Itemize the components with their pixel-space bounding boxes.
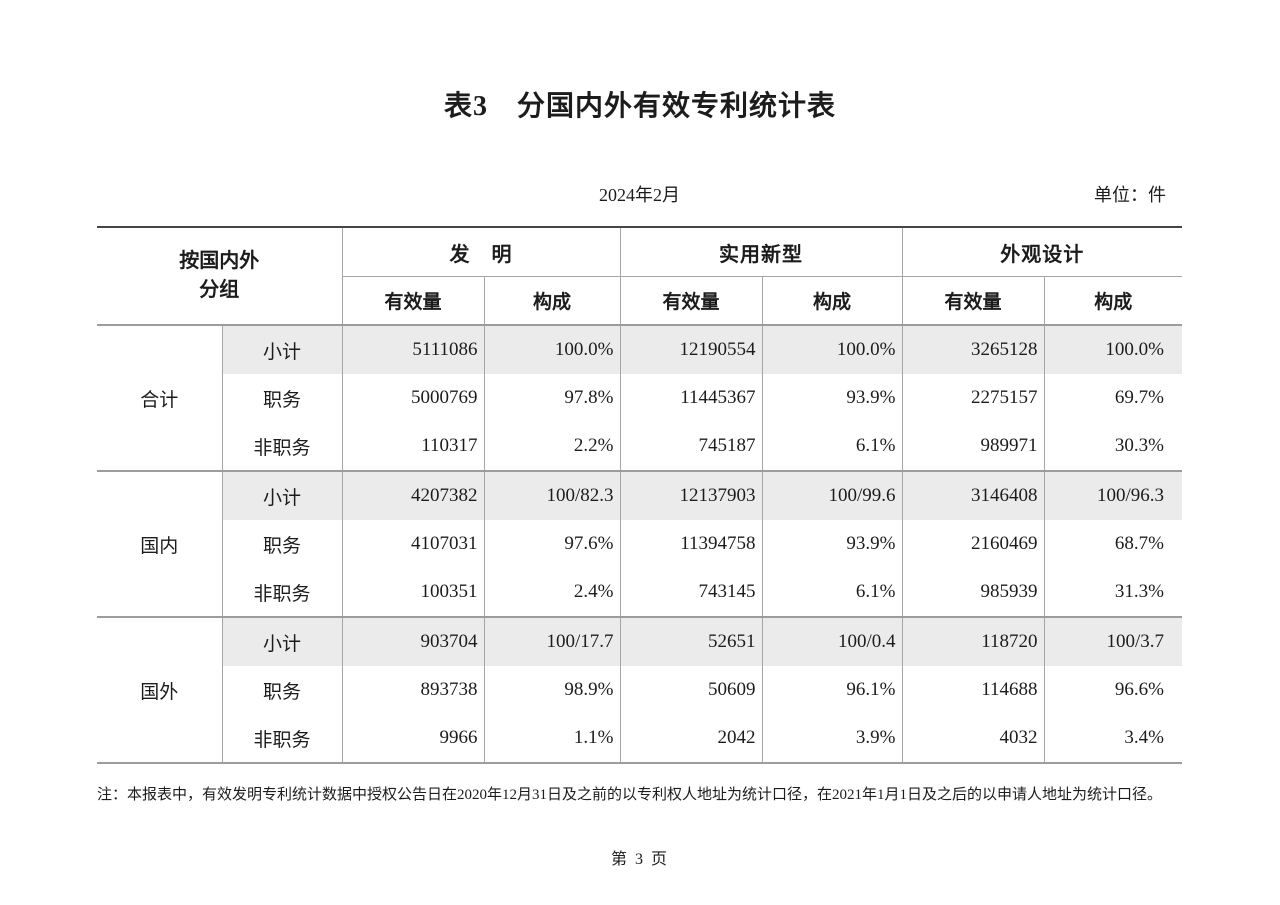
- value-cell: 2042: [619, 714, 762, 764]
- header-section-utility-model: 实用新型: [619, 227, 902, 277]
- value-cell: 100/82.3: [483, 471, 620, 520]
- value-cell: 989971: [901, 422, 1044, 472]
- header-group-column: 按国内外 分组: [97, 227, 343, 326]
- header-row-subcolumns: 有效量 构成 有效量 构成 有效量 构成: [97, 276, 1182, 326]
- value-cell: 745187: [619, 422, 762, 472]
- value-cell: 52651: [619, 617, 762, 666]
- value-cell: 2160469: [901, 520, 1044, 568]
- value-cell: 100.0%: [761, 325, 902, 374]
- header-invention-valid-count: 有效量: [341, 276, 484, 326]
- page-title: 表3 分国内外有效专利统计表: [443, 91, 836, 122]
- table-row: 国内 小计 4207382 100/82.3 12137903 100/99.6 31464…: [97, 471, 1182, 618]
- value-cell: 69.7%: [1043, 374, 1182, 422]
- value-cell: 100/96.3: [1043, 471, 1182, 520]
- table-subheader: 2024年2月 单位：件: [97, 182, 1182, 208]
- report-date: 2024年2月: [599, 185, 680, 205]
- value-cell: 30.3%: [1043, 422, 1182, 472]
- row-label: 小计: [221, 471, 342, 520]
- header-invention-composition: 构成: [483, 276, 620, 326]
- value-cell: 96.6%: [1043, 666, 1182, 714]
- table-row: 合计 小计 5111086 100.0% 12190554 100.0% 3265128 10…: [97, 325, 1182, 472]
- value-cell: 3265128: [901, 325, 1044, 374]
- value-cell: 6.1%: [761, 422, 902, 472]
- row-label: 职务: [221, 666, 342, 714]
- value-cell: 12137903: [619, 471, 762, 520]
- row-label: 小计: [221, 617, 342, 666]
- value-cell: 100/17.7: [483, 617, 620, 666]
- row-label: 非职务: [221, 714, 342, 764]
- value-cell: 118720: [901, 617, 1044, 666]
- value-cell: 4207382: [341, 471, 484, 520]
- group-label: 国内: [97, 471, 222, 618]
- table-row: 非职务 100351 2.4% 743145 6.1% 985939 31.3%: [97, 568, 1182, 618]
- value-cell: 50609: [619, 666, 762, 714]
- value-cell: 3146408: [901, 471, 1044, 520]
- unit-label: 单位：件: [1094, 185, 1166, 205]
- value-cell: 100/3.7: [1043, 617, 1182, 666]
- page-number: 第 3 页: [610, 851, 669, 868]
- value-cell: 11394758: [619, 520, 762, 568]
- table-row: 职务 893738 98.9% 50609 96.1% 114688 96.6%: [97, 666, 1182, 714]
- value-cell: 2275157: [901, 374, 1044, 422]
- value-cell: 5000769: [341, 374, 484, 422]
- value-cell: 743145: [619, 568, 762, 618]
- value-cell: 9966: [341, 714, 484, 764]
- value-cell: 97.8%: [483, 374, 620, 422]
- value-cell: 100351: [341, 568, 484, 618]
- value-cell: 100/0.4: [761, 617, 902, 666]
- table-row: 非职务 110317 2.2% 745187 6.1% 989971 30.3%: [97, 422, 1182, 472]
- value-cell: 6.1%: [761, 568, 902, 618]
- value-cell: 100.0%: [1043, 325, 1182, 374]
- value-cell: 114688: [901, 666, 1044, 714]
- header-design-valid-count: 有效量: [901, 276, 1044, 326]
- value-cell: 100/99.6: [761, 471, 902, 520]
- table-row: 职务 5000769 97.8% 11445367 93.9% 2275157 69.7%: [97, 374, 1182, 422]
- value-cell: 893738: [341, 666, 484, 714]
- footnote: 注：本报表中，有效发明专利统计数据中授权公告日在2020年12月31日及之前的以…: [97, 787, 1163, 803]
- table-row: 非职务 9966 1.1% 2042 3.9% 4032 3.4%: [97, 714, 1182, 764]
- header-utility-valid-count: 有效量: [619, 276, 762, 326]
- header-design-composition: 构成: [1043, 276, 1182, 326]
- value-cell: 97.6%: [483, 520, 620, 568]
- value-cell: 3.9%: [761, 714, 902, 764]
- header-row-sections: 按国内外 分组 发 明 实用新型 外观设计: [97, 227, 1182, 326]
- group-label: 合计: [97, 325, 222, 472]
- value-cell: 68.7%: [1043, 520, 1182, 568]
- value-cell: 98.9%: [483, 666, 620, 714]
- value-cell: 100.0%: [483, 325, 620, 374]
- value-cell: 93.9%: [761, 520, 902, 568]
- value-cell: 96.1%: [761, 666, 902, 714]
- value-cell: 2.4%: [483, 568, 620, 618]
- row-label: 职务: [221, 374, 342, 422]
- value-cell: 31.3%: [1043, 568, 1182, 618]
- header-utility-composition: 构成: [761, 276, 902, 326]
- header-section-design: 外观设计: [901, 227, 1182, 277]
- patent-stats-table: 按国内外 分组 发 明 实用新型 外观设计 有效量 构成 有效量 构成 有效量 …: [97, 226, 1182, 764]
- row-label: 非职务: [221, 568, 342, 618]
- row-label: 职务: [221, 520, 342, 568]
- value-cell: 11445367: [619, 374, 762, 422]
- value-cell: 93.9%: [761, 374, 902, 422]
- value-cell: 903704: [341, 617, 484, 666]
- table-row: 职务 4107031 97.6% 11394758 93.9% 2160469 68.7%: [97, 520, 1182, 568]
- value-cell: 1.1%: [483, 714, 620, 764]
- group-label: 国外: [97, 617, 222, 764]
- header-section-invention: 发 明: [341, 227, 620, 277]
- value-cell: 4107031: [341, 520, 484, 568]
- value-cell: 2.2%: [483, 422, 620, 472]
- row-label: 小计: [221, 325, 342, 374]
- value-cell: 110317: [341, 422, 484, 472]
- value-cell: 4032: [901, 714, 1044, 764]
- table-row: 国外 小计 903704 100/17.7 52651 100/0.4 118720 100/…: [97, 617, 1182, 764]
- row-label: 非职务: [221, 422, 342, 472]
- value-cell: 12190554: [619, 325, 762, 374]
- value-cell: 985939: [901, 568, 1044, 618]
- value-cell: 3.4%: [1043, 714, 1182, 764]
- value-cell: 5111086: [341, 325, 484, 374]
